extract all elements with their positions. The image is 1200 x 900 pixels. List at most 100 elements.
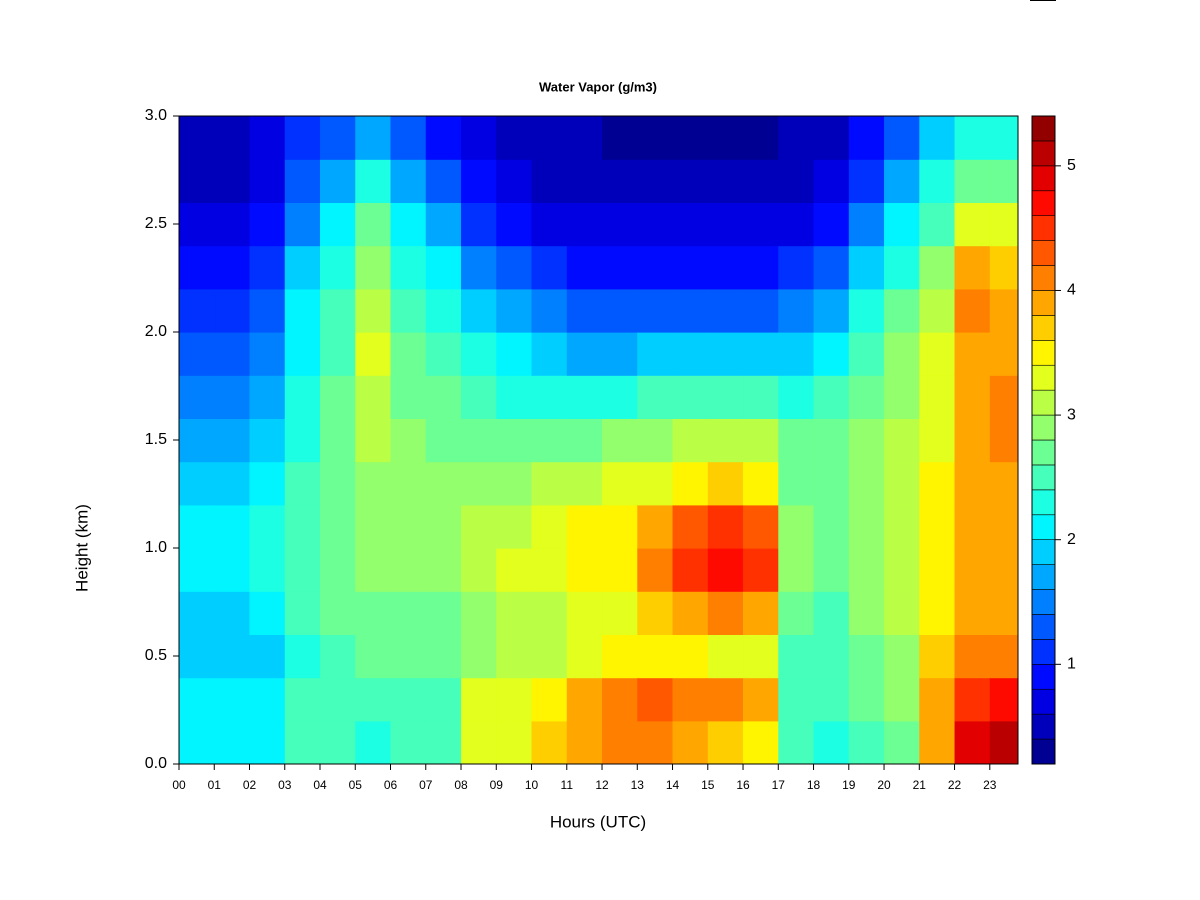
heat-cell: [390, 634, 427, 679]
heat-cell: [425, 634, 462, 679]
heat-cell: [602, 504, 638, 549]
heat-cell: [284, 504, 321, 549]
colorbar-frame: [1031, 115, 1056, 765]
x-tick-label: 17: [772, 778, 786, 792]
heat-cell: [884, 245, 920, 290]
heat-cell: [778, 375, 815, 419]
heat-cell: [496, 461, 533, 506]
heat-cell: [214, 116, 251, 160]
heat-cell: [496, 418, 533, 463]
heat-cell: [320, 591, 356, 635]
y-axis-label: Height (km): [72, 504, 91, 592]
heat-cell: [425, 245, 462, 290]
heat-cell: [390, 116, 427, 160]
x-tick-label: 18: [807, 778, 821, 792]
heat-cell: [884, 591, 920, 635]
heat-cell: [249, 202, 286, 247]
heat-cell: [320, 720, 356, 764]
heat-cell: [531, 720, 568, 764]
heat-cell: [496, 720, 533, 764]
heat-cell: [214, 677, 251, 722]
heat-cell: [566, 288, 603, 333]
heat-cell: [496, 375, 533, 419]
heat-cell: [531, 634, 568, 679]
heat-cell: [672, 159, 709, 203]
heat-cell: [531, 202, 568, 247]
heat-cell: [884, 332, 920, 376]
heat-cell: [425, 202, 462, 247]
heat-cell: [848, 375, 885, 419]
heat-cell: [884, 375, 920, 419]
colorbar-band: [1031, 713, 1056, 740]
heat-cell: [355, 720, 392, 764]
heat-cell: [284, 720, 321, 764]
heat-cell: [496, 548, 533, 592]
heat-cell: [284, 418, 321, 463]
colorbar-tick-label: 5: [1067, 157, 1076, 174]
y-tick-label: 2.5: [145, 215, 167, 232]
heat-cell: [778, 159, 815, 203]
heat-cell: [390, 461, 427, 506]
heat-cell: [390, 245, 427, 290]
heat-cell: [954, 245, 991, 290]
heat-cell: [778, 332, 815, 376]
heat-cell: [672, 245, 709, 290]
heat-cell: [461, 116, 497, 160]
heat-cell: [284, 548, 321, 592]
heat-cell: [954, 591, 991, 635]
heat-cell: [531, 461, 568, 506]
heat-cell: [602, 202, 638, 247]
heat-cell: [743, 548, 779, 592]
heat-cell: [672, 677, 709, 722]
heat-cell: [602, 375, 638, 419]
heat-cell: [284, 375, 321, 419]
heat-cell: [461, 202, 497, 247]
colorbar-band: [1031, 240, 1056, 266]
heat-cell: [637, 548, 674, 592]
heat-cell: [496, 245, 533, 290]
heat-cell: [884, 159, 920, 203]
heat-cell: [954, 548, 991, 592]
heat-cell: [461, 504, 497, 549]
heat-cell: [778, 245, 815, 290]
heat-cell: [355, 288, 392, 333]
heat-cell: [778, 288, 815, 333]
heat-cell: [602, 634, 638, 679]
heat-cell: [884, 461, 920, 506]
colorbar-band: [1031, 439, 1056, 466]
heat-cell: [637, 159, 674, 203]
colorbar-band: [1031, 639, 1056, 665]
heat-cell: [848, 202, 885, 247]
heat-cell: [672, 375, 709, 419]
heat-cell: [954, 159, 991, 203]
heat-cell: [531, 288, 568, 333]
heat-cell: [848, 548, 885, 592]
heat-cell: [390, 720, 427, 764]
heat-cell: [989, 332, 1018, 376]
heat-cell: [778, 418, 815, 463]
heat-cell: [566, 202, 603, 247]
heat-cell: [707, 202, 744, 247]
heat-cell: [461, 332, 497, 376]
heat-cell: [637, 591, 674, 635]
heat-cell: [602, 418, 638, 463]
heat-cell: [637, 202, 674, 247]
heat-cell: [249, 245, 286, 290]
heat-cell: [743, 332, 779, 376]
colorbar-band: [1031, 464, 1056, 491]
x-tick-label: 02: [243, 778, 257, 792]
heat-cell: [249, 591, 286, 635]
heat-cell: [179, 245, 215, 290]
heat-cell: [355, 461, 392, 506]
heat-cell: [743, 634, 779, 679]
heat-cell: [179, 159, 215, 203]
heat-cell: [566, 159, 603, 203]
heat-cell: [531, 677, 568, 722]
heat-cell: [813, 375, 850, 419]
x-tick-label: 14: [666, 778, 680, 792]
heat-cell: [884, 548, 920, 592]
heat-cell: [919, 461, 956, 506]
y-tick-label: 1.5: [145, 431, 167, 448]
colorbar-tick-label: 1: [1067, 656, 1076, 673]
x-tick-label: 08: [454, 778, 468, 792]
